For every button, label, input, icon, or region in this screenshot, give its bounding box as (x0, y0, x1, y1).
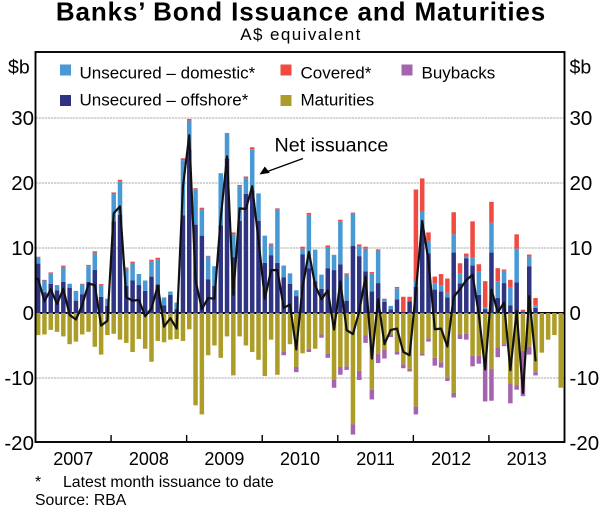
svg-text:2008: 2008 (129, 449, 169, 469)
svg-text:0: 0 (570, 302, 581, 325)
svg-text:20: 20 (11, 172, 34, 195)
svg-text:Maturities: Maturities (301, 91, 375, 110)
svg-text:2009: 2009 (204, 449, 244, 469)
svg-text:Unsecured – offshore*: Unsecured – offshore* (80, 91, 249, 110)
svg-text:Latest month issuance to date: Latest month issuance to date (63, 474, 274, 491)
svg-text:20: 20 (570, 172, 593, 195)
svg-text:Source: RBA: Source: RBA (35, 492, 127, 508)
svg-text:2012: 2012 (431, 449, 471, 469)
svg-text:-10: -10 (570, 367, 600, 390)
svg-text:-20: -20 (570, 432, 600, 455)
svg-text:2013: 2013 (507, 449, 547, 469)
svg-text:Unsecured – domestic*: Unsecured – domestic* (80, 64, 256, 83)
svg-text:$b: $b (570, 57, 592, 79)
svg-text:A$ equivalent: A$ equivalent (240, 25, 361, 44)
svg-text:$b: $b (8, 57, 30, 79)
svg-text:30: 30 (11, 107, 34, 130)
svg-text:*: * (35, 474, 41, 491)
svg-text:Banks’ Bond Issuance and Matur: Banks’ Bond Issuance and Maturities (56, 0, 546, 27)
svg-text:2011: 2011 (356, 449, 395, 469)
svg-text:10: 10 (11, 237, 34, 260)
svg-text:30: 30 (570, 107, 593, 130)
svg-text:2010: 2010 (280, 449, 320, 469)
svg-text:2007: 2007 (53, 449, 93, 469)
svg-text:-20: -20 (4, 432, 34, 455)
svg-text:-10: -10 (4, 367, 34, 390)
svg-text:Net issuance: Net issuance (275, 135, 389, 157)
svg-text:Buybacks: Buybacks (422, 64, 496, 83)
svg-text:Covered*: Covered* (301, 64, 372, 83)
svg-text:0: 0 (23, 302, 34, 325)
svg-text:10: 10 (570, 237, 593, 260)
